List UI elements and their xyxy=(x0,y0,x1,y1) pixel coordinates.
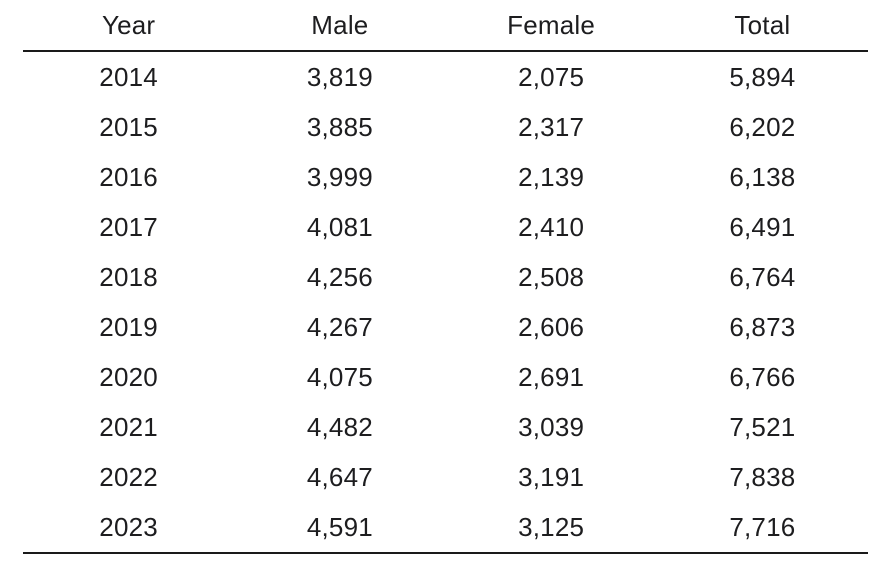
cell-year: 2014 xyxy=(99,61,158,92)
data-table: Year Male Female Total 2014 3,819 2,075 5,894 2… xyxy=(23,0,868,554)
cell-total: 5,894 xyxy=(729,61,796,92)
cell-total: 6,766 xyxy=(729,361,796,392)
cell-total: 7,838 xyxy=(729,461,796,492)
cell-total: 6,764 xyxy=(729,261,796,292)
table-row: 2016 3,999 2,139 6,138 xyxy=(23,152,868,202)
cell-male: 4,256 xyxy=(306,261,373,292)
column-header-male: Male xyxy=(311,9,369,40)
cell-year: 2019 xyxy=(99,311,158,342)
cell-year: 2017 xyxy=(99,211,158,242)
cell-female: 2,317 xyxy=(518,111,585,142)
cell-year: 2023 xyxy=(99,511,158,542)
cell-total: 6,138 xyxy=(729,161,796,192)
cell-male: 4,267 xyxy=(306,311,373,342)
cell-year: 2022 xyxy=(99,461,158,492)
cell-year: 2016 xyxy=(99,161,158,192)
table-body: 2014 3,819 2,075 5,894 2015 3,885 2,317 6,202 20… xyxy=(23,52,868,552)
table-bottom-border xyxy=(23,552,868,554)
cell-male: 3,819 xyxy=(306,61,373,92)
table-row: 2023 4,591 3,125 7,716 xyxy=(23,502,868,552)
header-divider xyxy=(23,50,868,52)
cell-female: 3,039 xyxy=(518,411,585,442)
table-row: 2022 4,647 3,191 7,838 xyxy=(23,452,868,502)
cell-female: 2,075 xyxy=(518,61,585,92)
cell-year: 2021 xyxy=(99,411,158,442)
cell-female: 2,508 xyxy=(518,261,585,292)
column-header-year: Year xyxy=(101,9,156,40)
cell-female: 2,410 xyxy=(518,211,585,242)
cell-year: 2018 xyxy=(99,261,158,292)
cell-total: 7,716 xyxy=(729,511,796,542)
cell-total: 6,202 xyxy=(729,111,796,142)
cell-female: 3,191 xyxy=(518,461,585,492)
cell-female: 2,691 xyxy=(518,361,585,392)
table-row: 2020 4,075 2,691 6,766 xyxy=(23,352,868,402)
table-row: 2014 3,819 2,075 5,894 xyxy=(23,52,868,102)
cell-year: 2020 xyxy=(99,361,158,392)
cell-female: 2,606 xyxy=(518,311,585,342)
cell-male: 4,591 xyxy=(306,511,373,542)
table-header-row: Year Male Female Total xyxy=(23,0,868,50)
cell-total: 6,491 xyxy=(729,211,796,242)
column-header-total: Total xyxy=(734,9,791,40)
cell-male: 4,482 xyxy=(306,411,373,442)
cell-male: 3,999 xyxy=(306,161,373,192)
cell-total: 7,521 xyxy=(729,411,796,442)
table-row: 2015 3,885 2,317 6,202 xyxy=(23,102,868,152)
cell-female: 3,125 xyxy=(518,511,585,542)
cell-year: 2015 xyxy=(99,111,158,142)
cell-female: 2,139 xyxy=(518,161,585,192)
table-row: 2021 4,482 3,039 7,521 xyxy=(23,402,868,452)
column-header-female: Female xyxy=(507,9,596,40)
cell-male: 3,885 xyxy=(306,111,373,142)
table-row: 2017 4,081 2,410 6,491 xyxy=(23,202,868,252)
cell-male: 4,075 xyxy=(306,361,373,392)
cell-male: 4,647 xyxy=(306,461,373,492)
table-row: 2018 4,256 2,508 6,764 xyxy=(23,252,868,302)
table-row: 2019 4,267 2,606 6,873 xyxy=(23,302,868,352)
cell-male: 4,081 xyxy=(306,211,373,242)
cell-total: 6,873 xyxy=(729,311,796,342)
